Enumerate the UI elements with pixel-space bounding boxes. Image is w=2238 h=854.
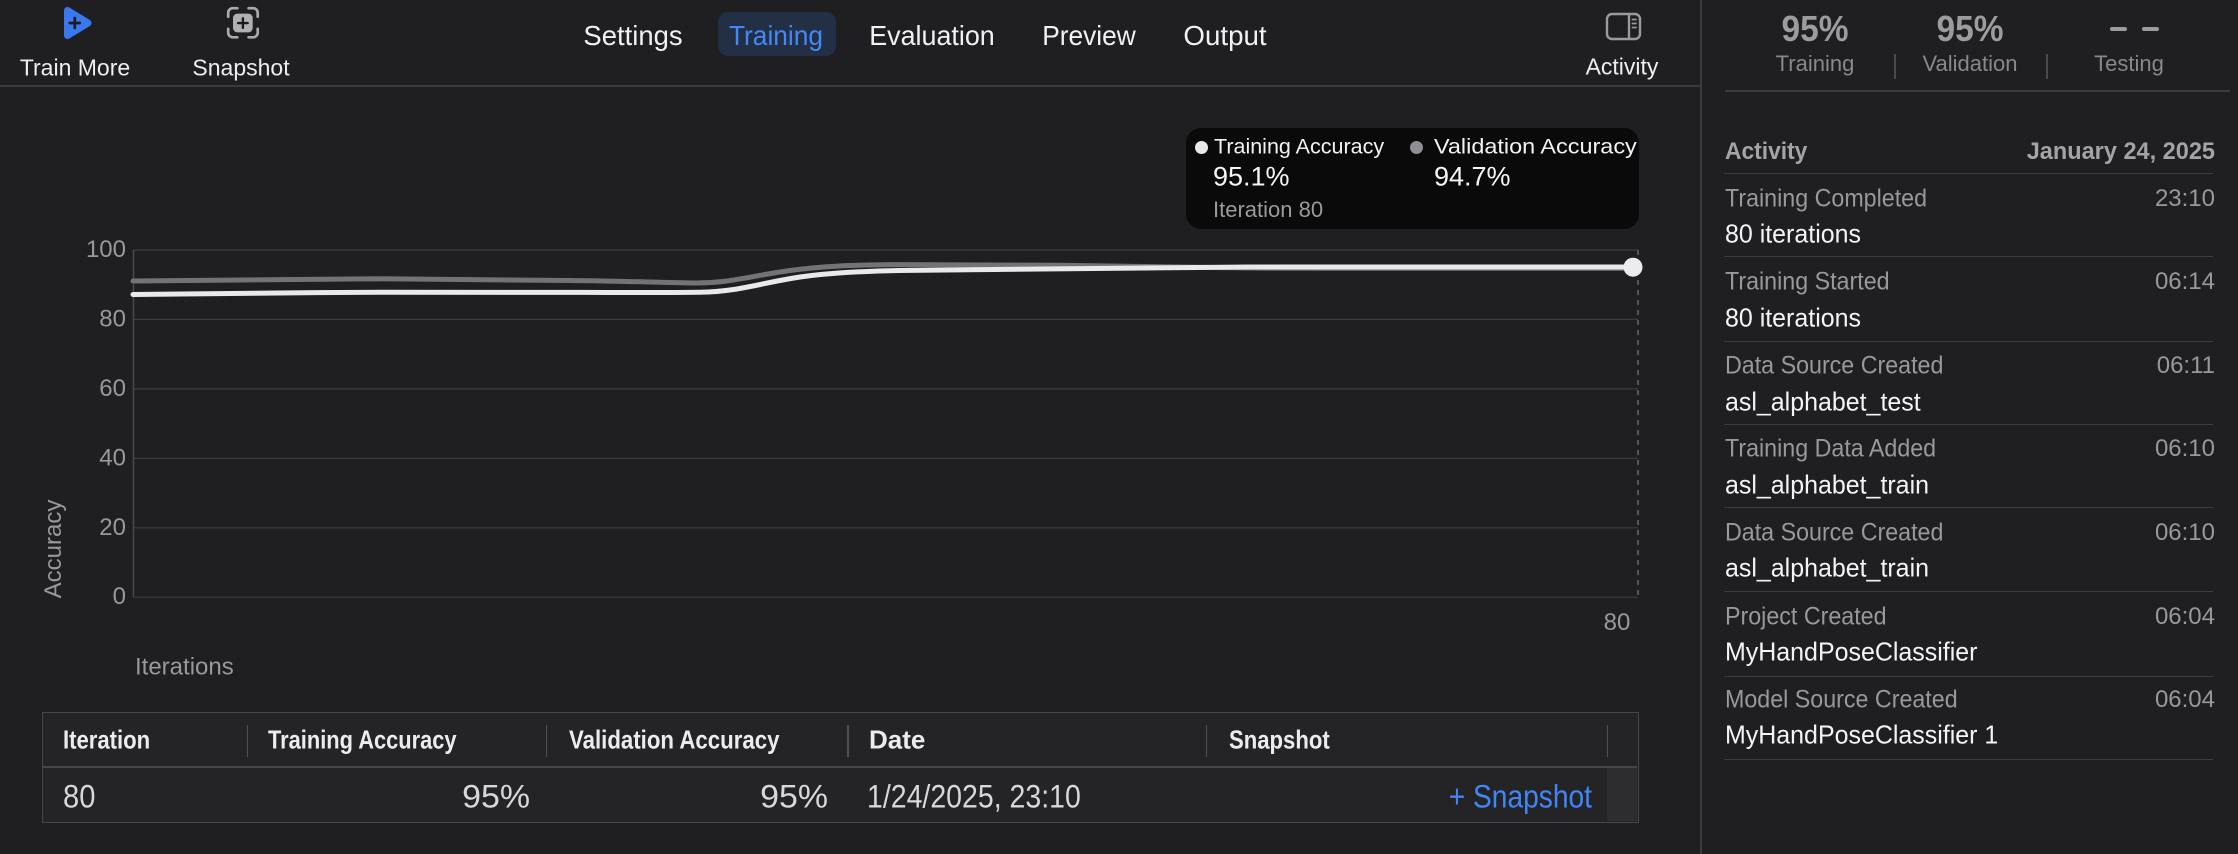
svg-text:40: 40 xyxy=(99,444,126,471)
svg-text:0: 0 xyxy=(113,583,126,610)
svg-text:60: 60 xyxy=(99,375,126,402)
svg-text:80: 80 xyxy=(99,305,126,332)
svg-text:20: 20 xyxy=(99,514,126,541)
svg-text:Iterations: Iterations xyxy=(135,654,234,681)
svg-text:100: 100 xyxy=(86,236,126,263)
svg-text:80: 80 xyxy=(1604,609,1631,636)
svg-text:Accuracy: Accuracy xyxy=(40,500,67,599)
